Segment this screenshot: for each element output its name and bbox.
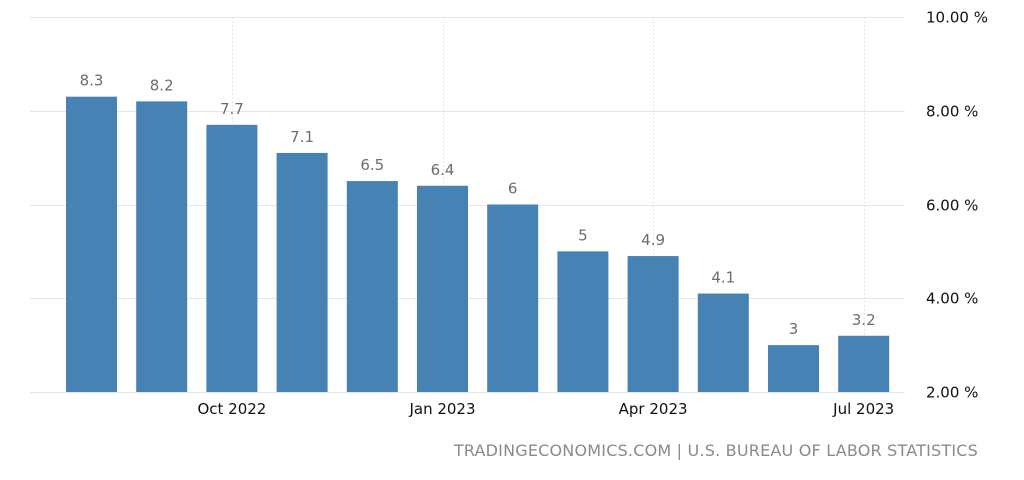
bar-dec-2022[interactable]	[346, 181, 398, 392]
data-labels: 8.3 8.2 7.7 7.1 6.5 6.4 6 5 4.9 4.1 3 3.2	[80, 72, 876, 338]
y-tick-label: 10.00 %	[926, 9, 988, 27]
bar-value-label: 4.1	[711, 269, 735, 287]
bar-value-label: 8.3	[80, 72, 104, 90]
bar-may-2023[interactable]	[697, 293, 749, 392]
y-axis-ticks: 2.00 % 4.00 % 6.00 % 8.00 % 10.00 %	[926, 9, 988, 402]
bar-apr-2023[interactable]	[627, 256, 679, 392]
y-tick-label: 8.00 %	[926, 103, 978, 121]
y-tick-label: 2.00 %	[926, 384, 978, 402]
bar-value-label: 5	[578, 226, 588, 244]
bar-value-label: 8.2	[150, 76, 174, 94]
x-tick-label: Jan 2023	[408, 400, 475, 418]
bar-value-label: 6.5	[360, 156, 384, 174]
x-axis-ticks: Oct 2022 Jan 2023 Apr 2023 Jul 2023	[197, 400, 894, 418]
bar-jun-2023[interactable]	[768, 345, 819, 392]
x-tick-label: Apr 2023	[619, 400, 688, 418]
bar-aug-2022[interactable]	[66, 96, 117, 392]
bar-value-label: 7.7	[220, 100, 244, 118]
bar-value-label: 6	[508, 180, 518, 198]
x-tick-label: Jul 2023	[832, 400, 894, 418]
bar-value-label: 7.1	[290, 128, 314, 146]
bar-value-label: 6.4	[431, 161, 455, 179]
bar-jan-2023[interactable]	[417, 185, 468, 392]
bar-value-label: 4.9	[641, 231, 665, 249]
x-tick-label: Oct 2022	[197, 400, 266, 418]
bar-feb-2023[interactable]	[487, 204, 539, 393]
bar-value-label: 3	[789, 320, 799, 338]
bar-value-label: 3.2	[852, 311, 876, 329]
y-tick-label: 6.00 %	[926, 197, 978, 215]
bar-oct-2022[interactable]	[206, 124, 258, 392]
y-tick-label: 4.00 %	[926, 290, 978, 308]
bar-sep-2022[interactable]	[136, 101, 188, 392]
source-attribution: TRADINGECONOMICS.COM | U.S. BUREAU OF LA…	[453, 441, 978, 460]
bars	[66, 96, 890, 393]
bar-mar-2023[interactable]	[557, 251, 609, 392]
bar-nov-2022[interactable]	[276, 152, 328, 392]
bar-jul-2023[interactable]	[838, 335, 890, 392]
